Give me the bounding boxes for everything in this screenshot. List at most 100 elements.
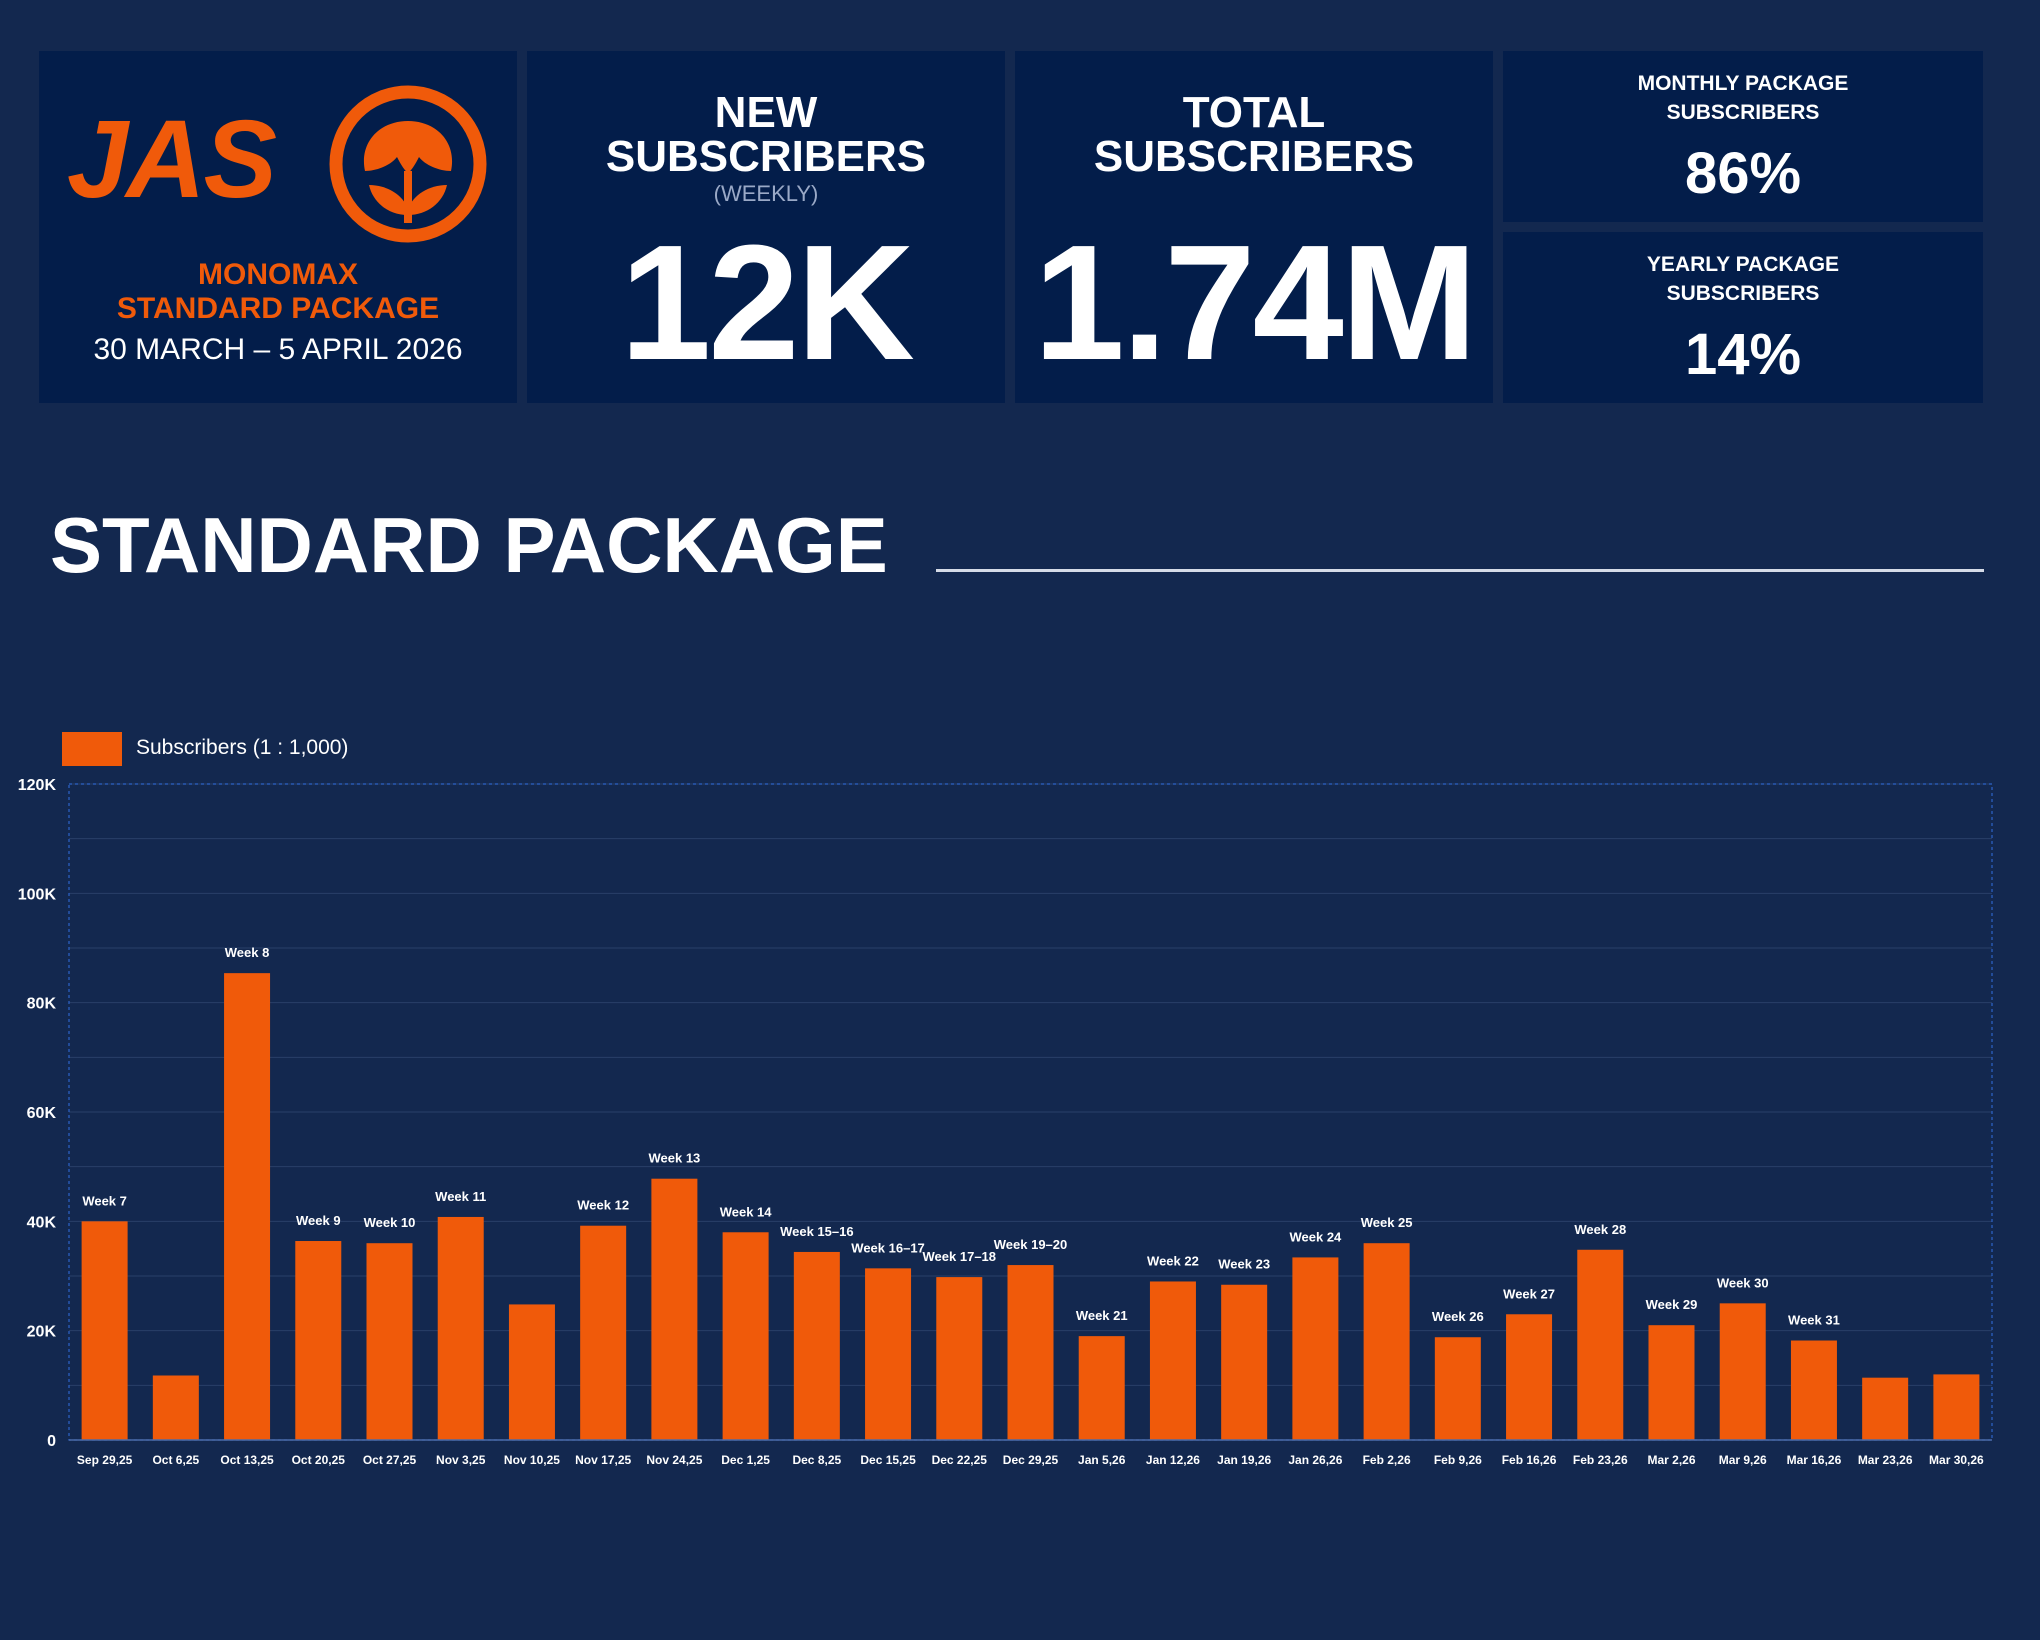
x-tick-label: Mar 30,26	[1929, 1453, 1984, 1467]
x-tick-label: Nov 24,25	[646, 1453, 702, 1467]
subscribers-bar-chart: 0 20K 40K 60K 80K 100K 120K Week 7 Sep 29,25 Oct …	[18, 777, 1993, 1467]
bar	[1007, 1265, 1054, 1440]
x-tick-label: Oct 13,25	[220, 1453, 274, 1467]
bar-annotation: Week 10	[364, 1215, 416, 1230]
bar	[508, 1304, 555, 1440]
bar	[1577, 1249, 1624, 1440]
y-tick-label: 100K	[18, 886, 57, 903]
bar-annotation: Week 14	[720, 1204, 773, 1219]
legend-label: Subscribers (1 : 1,000)	[136, 736, 349, 759]
brand-package: STANDARD PACKAGE	[116, 292, 440, 325]
yearly-package-value: 14%	[1684, 322, 1802, 387]
x-tick-label: Mar 16,26	[1787, 1453, 1842, 1467]
bar	[1862, 1377, 1909, 1440]
new-subscribers-note: (WEEKLY)	[713, 181, 819, 206]
brand-card: JAS MONOMAX STANDARD PACKAGE 30 MARCH – …	[39, 51, 517, 403]
x-tick-label: Sep 29,25	[77, 1453, 133, 1467]
y-tick-label: 60K	[27, 1105, 57, 1122]
bar-annotation: Week 15–16	[780, 1224, 854, 1239]
bar	[224, 973, 271, 1440]
x-tick-label: Dec 1,25	[721, 1453, 770, 1467]
y-tick-label: 20K	[27, 1324, 57, 1341]
new-subscribers-card: NEW SUBSCRIBERS (WEEKLY) 12K	[527, 51, 1005, 403]
section-divider	[936, 569, 1984, 572]
bar-annotation: Week 21	[1076, 1308, 1128, 1323]
bar-annotation: Week 17–18	[923, 1249, 997, 1264]
flower-logo-icon	[329, 85, 487, 243]
new-subscribers-value: 12K	[620, 211, 915, 394]
bar	[936, 1277, 983, 1440]
bar-annotation: Week 24	[1289, 1229, 1342, 1244]
yearly-package-card: YEARLY PACKAGE SUBSCRIBERS 14%	[1503, 232, 1983, 403]
monthly-package-title: MONTHLY PACKAGE SUBSCRIBERS	[1503, 69, 1983, 127]
total-subscribers-title-2: SUBSCRIBERS	[1093, 132, 1415, 181]
bar	[1719, 1303, 1766, 1440]
bar	[437, 1216, 484, 1440]
x-tick-label: Feb 2,26	[1363, 1453, 1411, 1467]
bar	[1078, 1336, 1125, 1440]
monthly-title-1: MONTHLY PACKAGE	[1637, 72, 1849, 95]
x-tick-label: Nov 17,25	[575, 1453, 631, 1467]
x-tick-label: Feb 9,26	[1434, 1453, 1482, 1467]
new-subscribers-title-2: SUBSCRIBERS	[605, 132, 927, 181]
bar-annotation: Week 23	[1218, 1257, 1270, 1272]
bar	[865, 1268, 912, 1440]
section-title: STANDARD PACKAGE	[50, 501, 888, 589]
bar-annotation: Week 16–17	[851, 1240, 925, 1255]
bar	[1506, 1314, 1553, 1440]
bar	[1434, 1337, 1481, 1440]
date-range: 30 MARCH – 5 APRIL 2026	[93, 333, 463, 366]
bar-annotation: Week 7	[82, 1193, 127, 1208]
bar	[1149, 1281, 1196, 1440]
x-tick-label: Jan 19,26	[1217, 1453, 1271, 1467]
bar	[1933, 1374, 1980, 1440]
monthly-package-card: MONTHLY PACKAGE SUBSCRIBERS 86%	[1503, 51, 1983, 222]
bar-annotation: Week 12	[577, 1198, 629, 1213]
x-tick-label: Dec 15,25	[860, 1453, 916, 1467]
x-tick-label: Dec 29,25	[1003, 1453, 1059, 1467]
total-subscribers-card: TOTAL SUBSCRIBERS 1.74M	[1015, 51, 1493, 403]
y-tick-label: 40K	[27, 1214, 57, 1231]
bar-annotation: Week 26	[1432, 1309, 1484, 1324]
monthly-title-2: SUBSCRIBERS	[1666, 101, 1820, 124]
bar	[1648, 1325, 1695, 1440]
bar	[1221, 1284, 1268, 1440]
x-tick-label: Jan 5,26	[1078, 1453, 1126, 1467]
x-tick-label: Dec 22,25	[932, 1453, 988, 1467]
yearly-package-title: YEARLY PACKAGE SUBSCRIBERS	[1503, 250, 1983, 308]
yearly-title-2: SUBSCRIBERS	[1666, 282, 1820, 305]
legend-swatch	[62, 732, 122, 766]
bar	[1790, 1340, 1837, 1440]
bar-annotation: Week 25	[1361, 1215, 1413, 1230]
y-tick-label: 80K	[27, 996, 57, 1013]
bar	[793, 1251, 840, 1440]
bar-annotation: Week 11	[435, 1189, 486, 1204]
bar	[722, 1232, 769, 1440]
bar-annotation: Week 19–20	[994, 1237, 1068, 1252]
y-tick-label: 120K	[18, 777, 57, 794]
bar-annotation: Week 9	[296, 1213, 341, 1228]
total-subscribers-title-1: TOTAL	[1182, 88, 1326, 137]
total-subscribers-value: 1.74M	[1033, 211, 1478, 394]
x-tick-label: Nov 10,25	[504, 1453, 560, 1467]
bar	[1363, 1243, 1410, 1440]
bar-annotation: Week 13	[648, 1151, 700, 1166]
bar	[366, 1243, 413, 1440]
x-tick-label: Oct 6,25	[152, 1453, 199, 1467]
bar	[81, 1221, 128, 1440]
bar-annotation: Week 29	[1646, 1297, 1698, 1312]
x-tick-label: Mar 9,26	[1719, 1453, 1767, 1467]
bar	[295, 1241, 342, 1440]
x-tick-label: Jan 12,26	[1146, 1453, 1200, 1467]
bar	[1292, 1257, 1339, 1440]
x-tick-label: Mar 2,26	[1647, 1453, 1695, 1467]
bar-annotation: Week 28	[1574, 1222, 1626, 1237]
x-tick-label: Dec 8,25	[792, 1453, 841, 1467]
brand-logo-text: JAS	[67, 98, 277, 221]
bar-annotation: Week 30	[1717, 1275, 1769, 1290]
bar	[152, 1375, 199, 1440]
bar-annotation: Week 27	[1503, 1286, 1555, 1301]
yearly-title-1: YEARLY PACKAGE	[1646, 253, 1840, 276]
x-tick-label: Oct 27,25	[363, 1453, 417, 1467]
x-tick-label: Jan 26,26	[1288, 1453, 1342, 1467]
